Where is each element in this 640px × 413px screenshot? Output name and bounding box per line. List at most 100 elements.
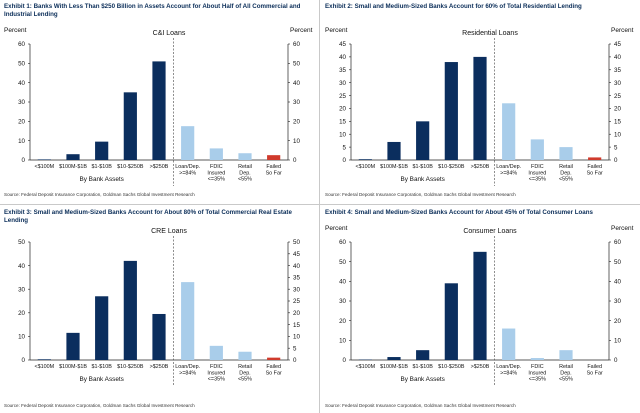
x-tick-label: Dep. bbox=[560, 370, 571, 376]
bar bbox=[502, 103, 516, 160]
y-tick-label-left: 50 bbox=[18, 239, 25, 246]
chart-4: Percent Percent Consumer Loans 0 10 20 30 40 50 6… bbox=[325, 225, 634, 386]
x-axis-label: By Bank Assets bbox=[400, 376, 444, 383]
bar bbox=[95, 296, 109, 360]
y-axis-label-left: Percent bbox=[325, 225, 348, 232]
x-axis-label: By Bank Assets bbox=[400, 176, 444, 183]
x-tick-label: Failed bbox=[266, 164, 281, 170]
exhibit-1-source: Source: Federal Deposit Insurance Corpor… bbox=[4, 192, 195, 197]
x-tick-label: >=84% bbox=[500, 170, 517, 176]
y-tick-label-left: 45 bbox=[339, 41, 346, 48]
bar bbox=[358, 159, 372, 160]
y-tick-label-right: 40 bbox=[614, 279, 621, 286]
bar bbox=[530, 139, 544, 160]
y-tick-label-right: 30 bbox=[614, 80, 621, 87]
y-tick-label-right: 35 bbox=[293, 275, 300, 282]
x-tick-label: Loan/Dep. bbox=[175, 164, 200, 170]
y-tick-label-left: 30 bbox=[18, 99, 25, 106]
x-tick-label: Insured bbox=[207, 370, 225, 376]
y-tick-label-left: 0 bbox=[22, 357, 26, 364]
x-axis-label: By Bank Assets bbox=[79, 176, 123, 183]
x-tick-label: Dep. bbox=[239, 170, 250, 176]
y-axis-label-left: Percent bbox=[325, 27, 348, 34]
bar bbox=[416, 121, 430, 160]
y-tick-label-left: 60 bbox=[339, 239, 346, 246]
y-tick-label-right: 5 bbox=[614, 144, 618, 151]
x-tick-label: FDIC bbox=[531, 164, 544, 170]
x-tick-label: Retail bbox=[238, 164, 252, 170]
y-tick-label-left: 0 bbox=[343, 357, 347, 364]
exhibit-4-source: Source: Federal Deposit Insurance Corpor… bbox=[325, 403, 516, 408]
bar bbox=[238, 153, 252, 160]
y-tick-label-left: 20 bbox=[18, 310, 25, 317]
y-tick-label-right: 45 bbox=[614, 41, 621, 48]
exhibit-1-panel: Exhibit 1: Banks With Less Than $250 Bil… bbox=[0, 0, 318, 202]
y-tick-label-right: 10 bbox=[293, 334, 300, 341]
x-tick-label: Insured bbox=[528, 170, 546, 176]
y-axis-label-right: Percent bbox=[290, 27, 313, 34]
y-tick-label-right: 60 bbox=[293, 41, 300, 48]
bar bbox=[416, 350, 430, 360]
bar bbox=[152, 313, 166, 360]
y-tick-label-left: 30 bbox=[339, 80, 346, 87]
bar bbox=[152, 61, 166, 160]
y-tick-label-right: 10 bbox=[614, 338, 621, 345]
x-tick-label: FDIC bbox=[210, 364, 223, 370]
y-tick-label-left: 0 bbox=[22, 157, 26, 164]
x-tick-label: <=35% bbox=[529, 377, 546, 383]
y-tick-label-left: 30 bbox=[339, 298, 346, 305]
vertical-divider bbox=[319, 0, 320, 413]
x-tick-label: <55% bbox=[559, 177, 573, 183]
y-tick-label-right: 20 bbox=[293, 310, 300, 317]
x-tick-label: <=35% bbox=[208, 377, 225, 383]
y-tick-label-right: 60 bbox=[614, 239, 621, 246]
y-tick-label-left: 40 bbox=[18, 263, 25, 270]
y-axis-label-right: Percent bbox=[611, 27, 634, 34]
x-tick-label: >=84% bbox=[500, 370, 517, 376]
bar bbox=[387, 141, 401, 160]
exhibit-3-title: Exhibit 3: Small and Medium-Sized Banks … bbox=[4, 209, 292, 224]
x-tick-label: <$100M bbox=[35, 164, 55, 170]
x-tick-label: $100M-$1B bbox=[380, 164, 408, 170]
x-tick-label: Failed bbox=[587, 364, 602, 370]
y-tick-label-right: 0 bbox=[293, 357, 297, 364]
x-tick-label: So Far bbox=[266, 170, 282, 176]
y-tick-label-right: 30 bbox=[293, 99, 300, 106]
y-tick-label-right: 10 bbox=[293, 138, 300, 145]
y-tick-label-left: 0 bbox=[343, 157, 347, 164]
x-tick-label: Retail bbox=[238, 364, 252, 370]
y-tick-label-right: 25 bbox=[614, 93, 621, 100]
x-tick-label: >$250B bbox=[471, 364, 490, 370]
y-tick-label-right: 0 bbox=[614, 357, 618, 364]
bar bbox=[267, 357, 281, 360]
y-tick-label-right: 5 bbox=[293, 345, 297, 352]
x-tick-label: $10-$250B bbox=[438, 164, 465, 170]
x-tick-label: FDIC bbox=[210, 164, 223, 170]
y-tick-label-left: 50 bbox=[18, 61, 25, 68]
x-tick-label: >$250B bbox=[471, 164, 490, 170]
y-tick-label-left: 20 bbox=[339, 106, 346, 113]
y-tick-label-right: 50 bbox=[614, 259, 621, 266]
x-axis-label: By Bank Assets bbox=[79, 376, 123, 383]
x-tick-label: <$100M bbox=[356, 164, 376, 170]
y-tick-label-left: 25 bbox=[339, 93, 346, 100]
x-tick-label: Dep. bbox=[239, 370, 250, 376]
y-tick-label-left: 10 bbox=[18, 138, 25, 145]
x-tick-label: Loan/Dep. bbox=[175, 364, 200, 370]
y-tick-label-left: 20 bbox=[18, 119, 25, 126]
chart-title: CRE Loans bbox=[151, 228, 187, 235]
y-axis-label-left: Percent bbox=[4, 27, 27, 34]
x-tick-label: $100M-$1B bbox=[380, 364, 408, 370]
y-tick-label-right: 50 bbox=[293, 239, 300, 246]
y-tick-label-right: 25 bbox=[293, 298, 300, 305]
exhibit-3-source: Source: Federal Deposit Insurance Corpor… bbox=[4, 403, 195, 408]
bar bbox=[66, 154, 80, 160]
exhibit-2-panel: Exhibit 2: Small and Medium-Sized Banks … bbox=[321, 0, 639, 202]
y-tick-label-left: 10 bbox=[339, 338, 346, 345]
x-tick-label: <55% bbox=[238, 377, 252, 383]
x-tick-label: Loan/Dep. bbox=[496, 364, 521, 370]
y-tick-label-right: 10 bbox=[614, 131, 621, 138]
bar bbox=[559, 147, 573, 160]
x-tick-label: <55% bbox=[559, 377, 573, 383]
bar bbox=[181, 282, 195, 360]
